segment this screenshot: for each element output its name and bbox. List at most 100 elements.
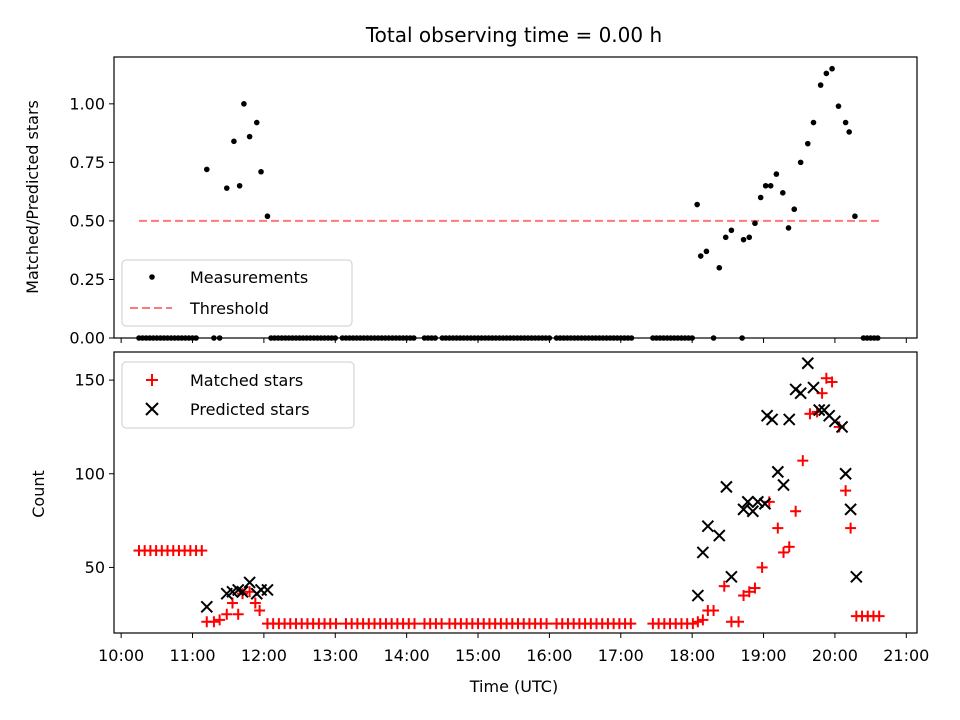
measurement-point: [762, 182, 769, 189]
matched-star-point: [873, 610, 885, 622]
predicted-star-point: [758, 497, 772, 510]
predicted-star-point: [720, 480, 733, 494]
predicted-star-point: [746, 505, 760, 518]
predicted-star-point: [813, 403, 826, 417]
measurement-point: [846, 129, 852, 135]
measurement-point: [817, 82, 824, 88]
predicted-star-point: [801, 357, 814, 370]
legend-matched-label: Matched stars: [190, 371, 303, 390]
legend-threshold-label: Threshold: [189, 299, 269, 318]
matched-star-point: [196, 545, 208, 557]
matched-star-point: [244, 586, 256, 598]
x-tick-label: 19:00: [740, 646, 786, 665]
legend-measurements-marker: [149, 274, 155, 280]
measurement-point: [703, 248, 710, 255]
bottom-y-tick-label: 150: [74, 371, 105, 390]
top-y-tick-label: 0.25: [69, 270, 105, 289]
measurement-point: [823, 70, 830, 77]
matched-star-point: [249, 597, 261, 609]
measurement-point: [767, 182, 774, 189]
measurement-point: [223, 185, 230, 191]
matched-star-point: [232, 608, 244, 620]
predicted-star-point: [771, 465, 785, 479]
measurement-point: [697, 253, 704, 259]
bottom-frame: [113, 351, 918, 634]
measurement-point: [797, 159, 804, 166]
bottom-y-axis-label: Count: [29, 470, 48, 518]
measurement-point: [236, 182, 243, 189]
predicted-star-point: [737, 503, 750, 516]
matched-star-point: [778, 546, 790, 558]
legend-measurements-label: Measurements: [190, 268, 308, 287]
top-y-tick-label: 1.00: [69, 94, 105, 113]
predicted-star-point: [696, 546, 710, 559]
matched-star-point: [845, 522, 857, 534]
x-tick-label: 10:00: [98, 646, 144, 665]
measurement-point: [752, 220, 758, 227]
predicted-star-point: [751, 495, 765, 509]
predicted-star-point: [236, 585, 249, 598]
matched-star-point: [790, 505, 802, 517]
matched-star-point: [820, 372, 832, 384]
x-tick-label: 20:00: [812, 646, 858, 665]
measurement-point: [716, 264, 723, 271]
top-panel: Total observing time = 0.00 h 0.000.250.…: [23, 23, 918, 348]
measurement-point: [842, 119, 849, 126]
x-tick-label: 17:00: [598, 646, 644, 665]
bottom-plot-area: [133, 357, 885, 630]
predicted-star-point: [200, 600, 213, 613]
measurement-point: [746, 234, 753, 241]
predicted-star-point: [691, 589, 705, 602]
top-y-axis: 0.00 0.25 0.50 0.75 1.00: [69, 94, 114, 348]
top-legend-box: [121, 259, 353, 327]
measurement-point: [264, 213, 271, 220]
x-tick-label: 21:00: [883, 646, 929, 665]
matched-star-point: [409, 618, 421, 630]
top-y-tick-label: 0.50: [69, 211, 105, 230]
predicted-star-point: [807, 381, 820, 394]
predicted-star-point: [713, 529, 726, 542]
matched-star-point: [687, 618, 699, 630]
matched-star-point: [221, 608, 233, 620]
matched-star-point: [708, 605, 720, 617]
measurement-point: [740, 236, 747, 243]
legend-predicted-label: Predicted stars: [190, 400, 310, 419]
chart-title: Total observing time = 0.00 h: [365, 23, 662, 47]
top-legend: Measurements Threshold: [121, 259, 353, 327]
measurement-point: [835, 103, 842, 109]
matched-star-point: [330, 618, 342, 630]
top-y-axis-label: Matched/Predicted stars: [23, 100, 42, 294]
matched-star-point: [840, 485, 852, 497]
x-tick-label: 16:00: [526, 646, 572, 665]
measurement-point: [203, 166, 210, 173]
matched-star-point: [208, 616, 220, 628]
matched-star-point: [804, 408, 816, 420]
matched-star-point: [718, 580, 730, 592]
matched-star-point: [743, 586, 755, 598]
measurement-point: [231, 138, 237, 145]
measurement-point: [757, 194, 764, 201]
x-tick-label: 14:00: [384, 646, 430, 665]
matched-star-point: [226, 597, 238, 609]
measurement-point: [253, 119, 260, 126]
predicted-star-point: [794, 387, 807, 400]
x-tick-label: 13:00: [312, 646, 358, 665]
matched-star-point: [625, 618, 637, 630]
legend-matched-marker: [146, 374, 158, 386]
bottom-y-tick-label: 50: [85, 558, 105, 577]
predicted-star-point: [844, 503, 857, 516]
measurement-point: [810, 119, 817, 126]
measurement-point: [728, 227, 735, 234]
x-tick-label: 12:00: [241, 646, 287, 665]
predicted-star-point: [835, 420, 849, 434]
matched-star-point: [697, 614, 709, 626]
predicted-star-point: [850, 570, 863, 584]
measurement-point: [241, 101, 247, 107]
bottom-x-axis: 10:00 11:00 12:00 13:00 14:00 15:00 16:00 17:00…: [98, 633, 929, 665]
top-y-tick-label: 0.75: [69, 153, 105, 172]
x-axis-label: Time (UTC): [469, 677, 558, 696]
bottom-y-axis: 50 100 150: [74, 371, 114, 577]
predicted-star-point: [783, 413, 796, 426]
measurement-point: [246, 133, 253, 140]
